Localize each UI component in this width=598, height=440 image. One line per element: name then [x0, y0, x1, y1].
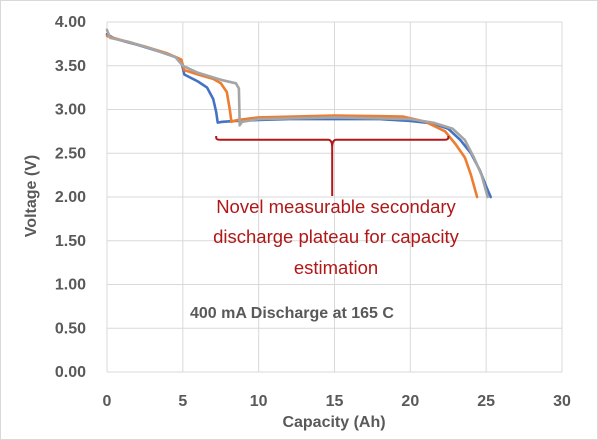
y-tick-label: 3.00: [55, 102, 86, 119]
y-tick-label: 1.50: [55, 233, 86, 250]
x-tick-label: 15: [326, 393, 344, 410]
x-tick-label: 30: [553, 393, 571, 410]
plateau-label-line-2: discharge plateau for capacity: [213, 226, 460, 247]
plateau-bracket: [215, 136, 450, 196]
y-tick-label: 4.00: [55, 14, 86, 31]
x-axis-title: Capacity (Ah): [282, 414, 385, 431]
y-axis-title: Voltage (V): [23, 155, 40, 237]
x-tick-label: 25: [477, 393, 495, 410]
y-tick-label: 2.50: [55, 145, 86, 162]
x-tick-label: 20: [401, 393, 419, 410]
gridlines: [106, 21, 563, 373]
y-tick-label: 0.50: [55, 320, 86, 337]
x-tick-label: 0: [103, 393, 112, 410]
x-tick-labels: 0 5 10 15 20 25 30: [103, 393, 571, 410]
plateau-label-line-1: Novel measurable secondary: [216, 196, 456, 217]
y-tick-label: 3.50: [55, 58, 86, 75]
y-tick-label: 0.00: [55, 364, 86, 381]
condition-label: 400 mA Discharge at 165 C: [190, 305, 394, 322]
x-tick-label: 10: [250, 393, 268, 410]
plateau-label-line-3: estimation: [294, 257, 378, 278]
y-tick-labels: 0.00 0.50 1.00 1.50 2.00 2.50 3.00 3.50 4.00: [55, 14, 86, 381]
y-tick-label: 2.00: [55, 189, 86, 206]
y-tick-label: 1.00: [55, 277, 86, 294]
series-layer: [105, 28, 492, 199]
series-line-3: [105, 28, 489, 199]
x-tick-label: 5: [178, 393, 187, 410]
